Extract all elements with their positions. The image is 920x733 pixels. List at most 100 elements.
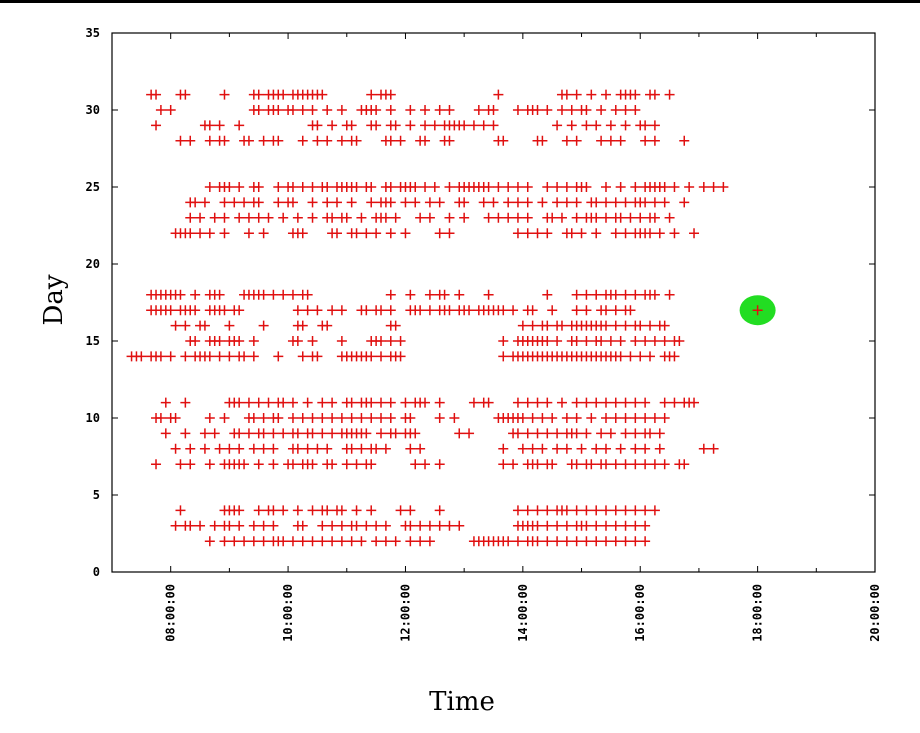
data-point	[175, 135, 186, 146]
data-point	[292, 428, 303, 439]
data-point	[424, 197, 435, 208]
data-point	[596, 135, 607, 146]
data-point	[552, 197, 563, 208]
data-point	[459, 120, 470, 131]
data-point	[615, 135, 626, 146]
data-point	[483, 182, 494, 192]
data-point	[371, 105, 382, 115]
data-point	[547, 305, 558, 316]
data-point	[537, 197, 548, 208]
data-point	[752, 305, 763, 316]
data-point	[483, 397, 494, 408]
data-point	[292, 305, 303, 316]
x-tick-label: 18:00:00	[751, 584, 765, 642]
data-point	[512, 197, 523, 208]
data-point	[571, 413, 582, 423]
data-point	[405, 536, 416, 547]
x-tick-label: 08:00:00	[164, 584, 178, 642]
data-point	[287, 105, 298, 115]
data-point	[415, 520, 426, 531]
data-point	[620, 289, 631, 300]
data-point	[327, 428, 338, 439]
data-point	[527, 320, 538, 331]
data-point	[561, 89, 572, 100]
data-point	[522, 505, 533, 516]
data-point	[552, 536, 563, 547]
data-point	[190, 305, 201, 316]
data-point	[175, 289, 186, 300]
data-point	[581, 182, 592, 192]
data-point	[278, 505, 289, 516]
data-point	[640, 397, 651, 408]
data-point	[537, 413, 548, 423]
data-point	[645, 428, 656, 439]
data-point	[239, 197, 250, 208]
data-point	[444, 228, 455, 239]
data-point	[415, 536, 426, 547]
data-point	[239, 459, 250, 470]
data-point	[566, 120, 577, 131]
data-point	[620, 120, 631, 131]
data-point	[317, 428, 328, 439]
data-point	[376, 428, 387, 439]
data-point	[630, 105, 641, 115]
data-point	[581, 305, 592, 316]
data-point	[336, 505, 347, 516]
data-point	[380, 212, 391, 223]
data-point	[542, 428, 553, 439]
data-point	[449, 413, 460, 423]
data-point	[610, 305, 621, 316]
data-point	[278, 536, 289, 547]
data-point	[385, 89, 396, 100]
data-point	[253, 397, 264, 408]
data-point	[248, 536, 259, 547]
data-point	[327, 305, 338, 316]
data-point	[224, 351, 235, 362]
data-point	[478, 197, 489, 208]
data-point	[610, 320, 621, 331]
data-point	[336, 336, 347, 346]
data-point	[346, 397, 357, 408]
data-point	[307, 182, 318, 192]
data-point	[214, 120, 225, 131]
data-point	[327, 397, 338, 408]
data-point	[243, 428, 254, 439]
data-point	[444, 520, 455, 531]
data-point	[635, 212, 646, 223]
data-point	[155, 413, 166, 423]
data-point	[649, 120, 660, 131]
data-point	[209, 520, 220, 531]
data-point	[684, 182, 695, 192]
data-point	[532, 428, 543, 439]
data-point	[199, 443, 210, 454]
data-point	[287, 289, 298, 300]
data-point	[185, 228, 196, 239]
data-point	[185, 135, 196, 146]
data-point	[219, 305, 230, 316]
data-point	[346, 443, 357, 454]
data-point	[649, 459, 660, 470]
data-point	[287, 182, 298, 192]
data-point	[498, 336, 509, 346]
data-point	[287, 413, 298, 423]
data-point	[243, 135, 254, 146]
data-point	[185, 212, 196, 223]
data-point	[679, 197, 690, 208]
data-point	[640, 443, 651, 454]
data-point	[268, 428, 279, 439]
data-point	[420, 120, 431, 131]
data-point	[512, 228, 523, 239]
data-point	[498, 443, 509, 454]
data-point	[376, 305, 387, 316]
y-tick-label: 20	[86, 257, 100, 271]
data-point	[327, 459, 338, 470]
axis-ticks: 0 5 10 15 20 25 30 35 08:00:00 10:00:00 12:00:00 14…	[86, 26, 882, 642]
data-point	[561, 536, 572, 547]
data-point	[591, 289, 602, 300]
data-point	[258, 289, 269, 300]
data-point	[429, 120, 440, 131]
data-point	[366, 459, 377, 470]
data-point	[444, 135, 455, 146]
data-point	[385, 305, 396, 316]
data-point	[204, 135, 215, 146]
